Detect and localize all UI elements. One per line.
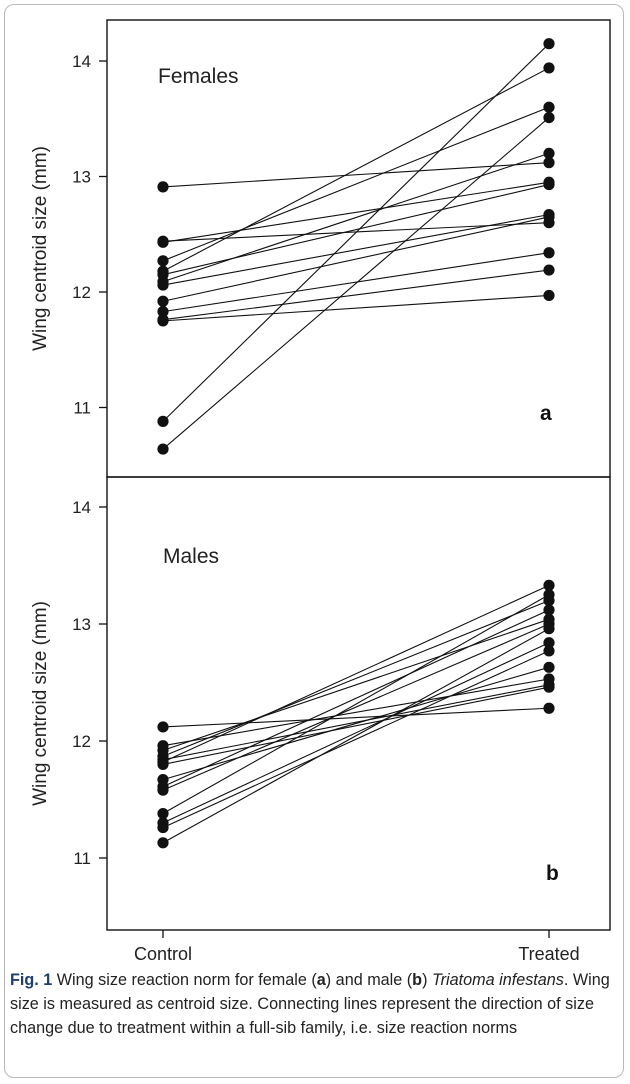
control-point [157, 315, 169, 327]
y-tick-label: 14 [72, 52, 91, 71]
reaction-norm-line [162, 600, 550, 757]
reaction-norm-line [162, 162, 550, 188]
caption-text-3: ) [422, 971, 432, 989]
reaction-norm-line [162, 269, 550, 321]
y-axis-label: Wing centroid size (mm) [30, 601, 51, 806]
reaction-norm-line [162, 252, 550, 313]
reaction-norm-line [162, 67, 550, 272]
reaction-norm-line [162, 707, 550, 728]
y-tick-label: 13 [72, 168, 91, 187]
reaction-norm-line [162, 678, 550, 747]
caption-fig-label: Fig. 1 [10, 971, 53, 989]
control-point [157, 443, 169, 455]
x-tick-label: Control [134, 944, 192, 960]
treated-point [543, 589, 555, 601]
treated-point [543, 681, 555, 693]
treated-point [543, 264, 555, 276]
treated-point [543, 211, 555, 223]
control-point [157, 758, 169, 771]
reaction-norm-line [162, 684, 550, 761]
reaction-norm-line [162, 628, 550, 844]
reaction-norm-line [162, 623, 550, 791]
treated-point [543, 604, 555, 616]
reaction-norm-line [162, 181, 550, 243]
y-tick-label: 12 [72, 732, 91, 751]
y-tick-label: 12 [72, 283, 91, 302]
control-point [157, 784, 169, 796]
treated-point [543, 623, 555, 635]
control-point [157, 295, 169, 307]
reaction-norm-line [162, 584, 550, 763]
caption-text-1: Wing size reaction norm for female ( [52, 971, 317, 989]
caption-species: Triatoma infestans [431, 971, 564, 989]
control-point [157, 255, 169, 267]
reaction-norm-line [162, 214, 550, 286]
treated-point [543, 38, 555, 50]
treated-point [543, 579, 555, 591]
y-tick-label: 14 [72, 498, 91, 517]
reaction-norm-line [162, 650, 550, 829]
caption-panel-a: a [316, 971, 326, 989]
treated-point [543, 157, 555, 169]
treated-point [543, 661, 555, 673]
reaction-norm-line [162, 216, 550, 302]
panel-letter: a [540, 402, 552, 425]
y-tick-label: 13 [72, 615, 91, 634]
y-tick-label: 11 [73, 849, 91, 868]
reaction-norm-line [162, 666, 550, 781]
caption-text-2: ) and male ( [325, 971, 413, 989]
control-point [157, 415, 169, 427]
panel-b-frame [106, 476, 611, 931]
reaction-norm-line [162, 294, 550, 322]
reaction-norm-line [162, 43, 550, 422]
treated-point [543, 178, 555, 191]
treated-point [543, 147, 555, 159]
x-tick-label: Treated [518, 944, 579, 960]
treated-point [543, 111, 555, 124]
treated-point [543, 637, 555, 649]
reaction-norm-line [162, 152, 550, 283]
treated-point [543, 101, 555, 113]
treated-point [543, 62, 555, 74]
control-point [157, 837, 169, 849]
panel-letter: b [546, 862, 559, 885]
control-point [157, 721, 169, 733]
figure-caption: Fig. 1 Wing size reaction norm for femal… [10, 968, 620, 1040]
reaction-norm-line [162, 106, 550, 262]
panel-title: Females [158, 65, 239, 88]
control-point [157, 181, 169, 193]
control-point [157, 306, 169, 318]
treated-point [543, 645, 555, 657]
reaction-norm-line [162, 609, 550, 788]
caption-text-4: . Wing size is measured as centroid size… [10, 971, 610, 1037]
y-axis-label: Wing centroid size (mm) [30, 146, 51, 351]
reaction-norm-line [162, 594, 550, 815]
treated-point [543, 702, 555, 714]
reaction-norm-line [162, 117, 550, 450]
caption-panel-b: b [412, 971, 423, 989]
control-point [157, 236, 169, 248]
panel-title: Males [163, 545, 219, 568]
reaction-norm-line [162, 618, 550, 751]
control-point [157, 279, 169, 291]
reaction-norm-line [162, 686, 550, 765]
treated-point [543, 247, 555, 259]
reaction-norm-chart: 11 12 13 14 Wing centroid size (mm) Females a 1… [30, 19, 611, 960]
panel-a-frame [106, 19, 611, 478]
figure-frame [4, 4, 624, 1078]
control-point [157, 821, 169, 834]
treated-point [543, 289, 555, 302]
reaction-norm-line [162, 642, 550, 824]
control-point [157, 807, 169, 820]
y-tick-label: 11 [73, 399, 91, 418]
